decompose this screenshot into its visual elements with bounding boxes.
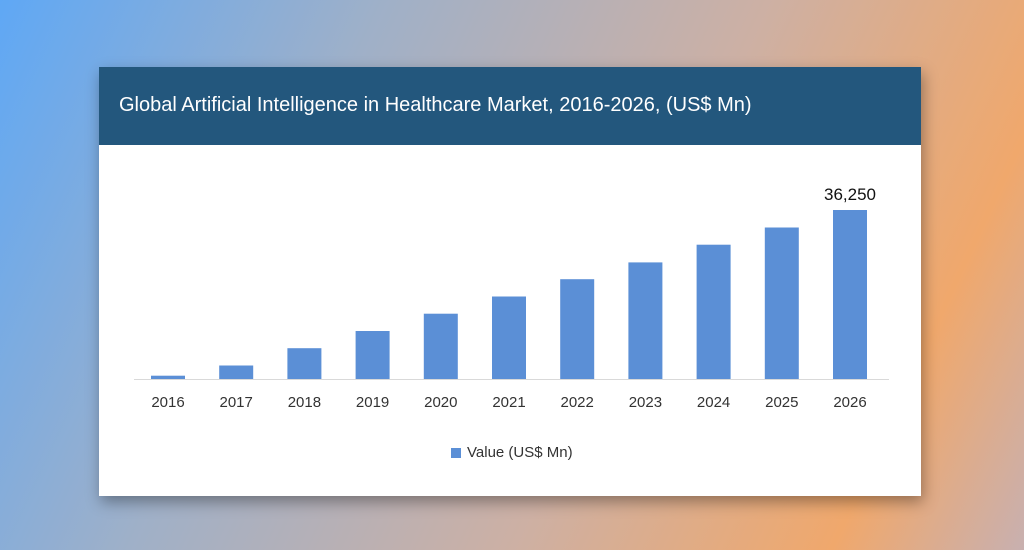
- bar-2016: [151, 375, 185, 379]
- x-tick-label-2022: 2022: [561, 394, 594, 411]
- x-tick-label-2018: 2018: [288, 394, 321, 411]
- x-tick-label-2017: 2017: [220, 394, 253, 411]
- bar-chart: 2016 2017 2018 2019 2020 2021 2022 2023 2024 2025…: [134, 185, 889, 411]
- x-tick-label-2020: 2020: [424, 394, 457, 411]
- x-tick-label-2021: 2021: [492, 394, 525, 411]
- chart-title: Global Artificial Intelligence in Health…: [119, 94, 752, 116]
- x-tick-label-2025: 2025: [765, 394, 798, 411]
- x-tick-label-2024: 2024: [697, 394, 730, 411]
- x-tick-label-2016: 2016: [151, 394, 184, 411]
- bar-2026: [833, 210, 867, 379]
- bar-2019: [355, 331, 390, 379]
- chart-header: Global Artificial Intelligence in Health…: [99, 67, 921, 145]
- legend-label: Value (US$ Mn): [467, 444, 573, 461]
- x-tick-label-2023: 2023: [629, 394, 662, 411]
- bar-2020: [423, 313, 458, 379]
- chart-card: Global Artificial Intelligence in Health…: [99, 67, 921, 496]
- bar-2023: [628, 262, 663, 379]
- x-tick-label-2026: 2026: [833, 394, 866, 411]
- bar-2024: [696, 244, 731, 379]
- data-label-2026: 36,250: [824, 185, 876, 204]
- bar-2021: [492, 296, 526, 379]
- legend: Value (US$ Mn): [451, 444, 573, 461]
- bar-2022: [560, 279, 595, 379]
- bar-2017: [219, 365, 254, 379]
- legend-swatch: [451, 447, 461, 458]
- bar-2018: [287, 348, 322, 379]
- bar-2025: [764, 227, 799, 379]
- x-tick-label-2019: 2019: [356, 394, 389, 411]
